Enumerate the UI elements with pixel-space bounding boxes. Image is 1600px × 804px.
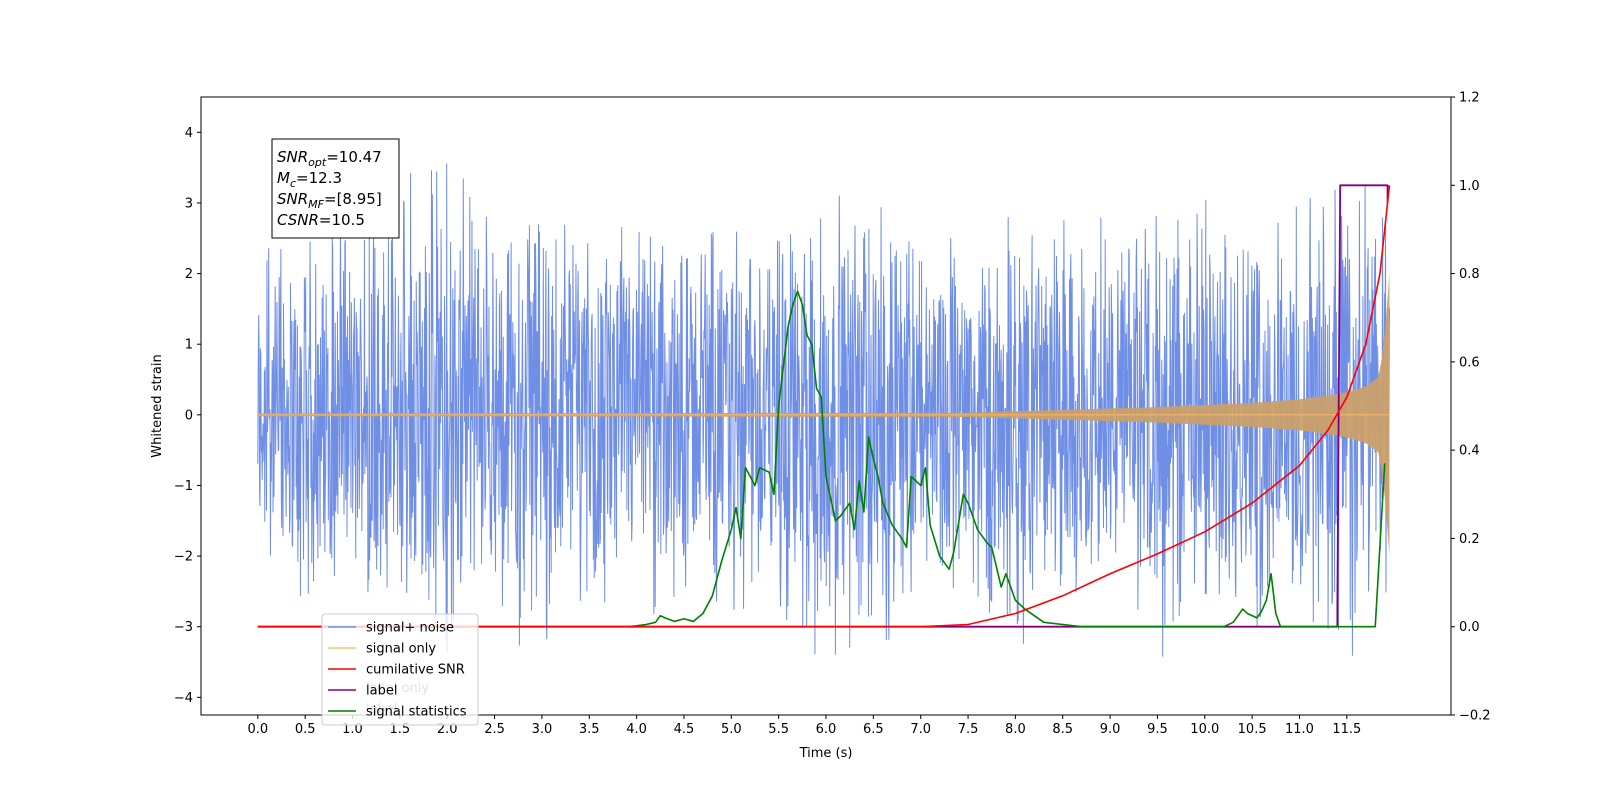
y2-tick-label: −0.2 xyxy=(1459,709,1491,724)
series-signal-noise xyxy=(257,163,1390,657)
x-tick-label: 6.5 xyxy=(863,722,884,737)
annotation-line: CSNR=10.5 xyxy=(277,211,365,229)
y-tick-label: 0 xyxy=(185,408,193,423)
annotation-subscript: MF xyxy=(308,198,324,211)
annotation-line: SNRopt=10.47 xyxy=(277,148,382,169)
x-tick-label: 7.5 xyxy=(958,722,979,737)
annotation-line: SNRMF=[8.95] xyxy=(277,190,382,211)
legend-label: cumilative SNR xyxy=(366,663,465,678)
y2-tick-label: 0.8 xyxy=(1459,267,1480,282)
x-tick-label: 9.0 xyxy=(1100,722,1121,737)
annotation-frame xyxy=(271,138,400,239)
annotation-value: =10.47 xyxy=(326,148,382,166)
x-tick-label: 0.0 xyxy=(247,722,268,737)
series-signal-statistics xyxy=(257,290,1386,628)
y-tick-label: 3 xyxy=(185,196,193,211)
y-tick-label: −4 xyxy=(174,691,193,706)
x-tick-label: 10.5 xyxy=(1238,722,1267,737)
x-tick-label: 6.0 xyxy=(816,722,837,737)
y-tick-label: 1 xyxy=(185,338,193,353)
x-tick-label: 4.5 xyxy=(674,722,695,737)
legend-ghost-text: label only xyxy=(366,681,429,696)
y2-tick-label: 0.0 xyxy=(1459,620,1480,635)
x-tick-label: 9.5 xyxy=(1147,722,1168,737)
x-tick-label: 7.0 xyxy=(910,722,931,737)
y-axis: −4 −3 −2 −1 0 1 2 3 4 xyxy=(174,126,201,706)
x-tick-label: 8.0 xyxy=(1005,722,1026,737)
x-tick-label: 0.5 xyxy=(295,722,316,737)
x-axis-title: Time (s) xyxy=(799,746,853,761)
y2-axis: −0.2 0.0 0.2 0.4 0.6 0.8 1.0 1.2 xyxy=(1451,91,1491,724)
annotation-symbol: M xyxy=(277,169,290,187)
legend-label: label xyxy=(366,684,397,699)
legend-frame xyxy=(321,613,479,726)
annotation-symbol: SNR xyxy=(277,148,308,166)
x-tick-label: 2.5 xyxy=(484,722,505,737)
x-tick-label: 3.5 xyxy=(579,722,600,737)
x-tick-label: 5.5 xyxy=(768,722,789,737)
y2-tick-label: 1.0 xyxy=(1459,179,1480,194)
annotation-value: =10.5 xyxy=(319,211,365,229)
legend-label: signal+ noise xyxy=(366,621,454,636)
annotation-value: =[8.95] xyxy=(324,190,382,208)
x-tick-label: 1.5 xyxy=(390,722,411,737)
annotation-line: Mc=12.3 xyxy=(277,169,342,190)
y-axis-title: Whitened strain xyxy=(150,354,165,457)
y2-tick-label: 0.2 xyxy=(1459,532,1480,547)
series-cumulative-snr xyxy=(257,185,1391,628)
x-tick-label: 3.0 xyxy=(532,722,553,737)
x-tick-label: 5.0 xyxy=(721,722,742,737)
x-tick-label: 1.0 xyxy=(342,722,363,737)
annotation-subscript: opt xyxy=(308,156,327,169)
y-tick-label: −2 xyxy=(174,550,193,565)
x-axis: 0.0 0.5 1.0 1.5 2.0 2.5 3.0 3.5 4.0 4.5 5.0 5.5 6.0 6… xyxy=(247,715,1361,737)
x-tick-label: 10.0 xyxy=(1190,722,1219,737)
x-tick-label: 11.0 xyxy=(1285,722,1314,737)
y-tick-label: 2 xyxy=(185,267,193,282)
y2-tick-label: 0.4 xyxy=(1459,444,1480,459)
legend-label: signal only xyxy=(366,642,436,657)
legend-label: signal statistics xyxy=(366,705,467,720)
x-tick-label: 11.5 xyxy=(1332,722,1361,737)
y2-tick-label: 0.6 xyxy=(1459,355,1480,370)
x-tick-label: 2.0 xyxy=(437,722,458,737)
y-tick-label: −3 xyxy=(174,620,193,635)
y2-tick-label: 1.2 xyxy=(1459,91,1480,106)
x-tick-label: 4.0 xyxy=(626,722,647,737)
annotation-subscript: c xyxy=(290,177,296,190)
annotation-value: =12.3 xyxy=(296,169,342,187)
series-layer xyxy=(257,163,1391,657)
annotation-symbol: CSNR xyxy=(277,211,319,229)
y-tick-label: 4 xyxy=(185,126,193,141)
legend-ghost-text: label xyxy=(366,702,397,717)
y-tick-label: −1 xyxy=(174,479,193,494)
x-tick-label: 8.5 xyxy=(1052,722,1073,737)
annotation-symbol: SNR xyxy=(277,190,308,208)
